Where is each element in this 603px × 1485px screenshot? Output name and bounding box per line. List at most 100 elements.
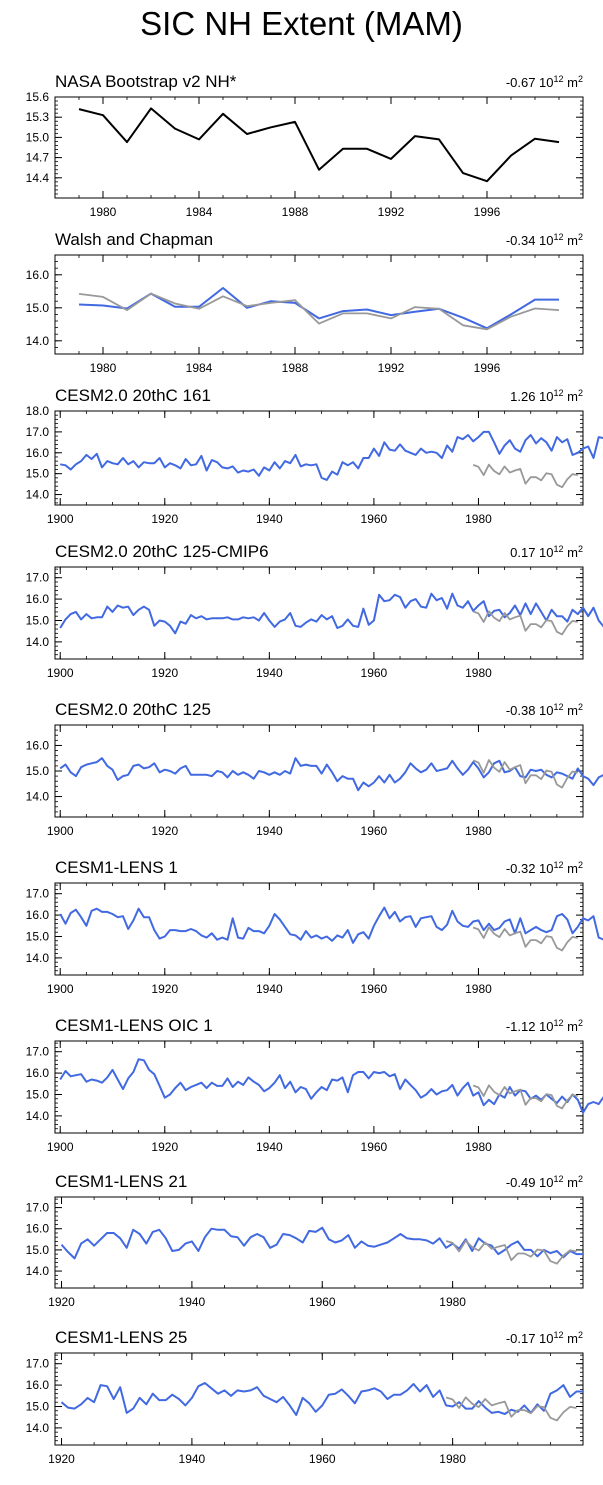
panel-2: Walsh and Chapman -0.34 1012 m2 14.0 15.0 16…	[26, 230, 584, 375]
plot-frame	[54, 1040, 584, 1134]
plot-frame	[54, 410, 584, 506]
trend-label: -0.38 1012 m2	[506, 702, 583, 718]
series-line	[472, 610, 578, 636]
x-tick-label: 1900	[47, 982, 74, 996]
panel-1: NASA Bootstrap v2 NH* -0.67 1012 m2 14.4 14…	[26, 72, 584, 219]
panel-title: Walsh and Chapman	[55, 230, 213, 249]
x-tick-label: 1960	[361, 824, 388, 838]
x-tick-label: 1940	[256, 1140, 283, 1154]
y-tick-label: 14.0	[26, 635, 50, 649]
y-tick-label: 15.0	[26, 1399, 50, 1413]
x-tick-label: 1960	[309, 1452, 336, 1466]
y-tick-label: 14.0	[26, 1109, 50, 1123]
x-tick-label: 1900	[47, 824, 74, 838]
plot-frame	[54, 1352, 584, 1446]
panel-9: CESM1-LENS 25 -0.17 1012 m2 14.0 15.0 16.0 17…	[26, 1328, 584, 1466]
series-line	[472, 1084, 578, 1110]
x-tick-label: 1920	[48, 1452, 75, 1466]
panel-title: CESM1-LENS 21	[55, 1172, 187, 1191]
x-tick-label: 1940	[179, 1452, 206, 1466]
x-tick-label: 1980	[439, 1452, 466, 1466]
series-line	[472, 759, 579, 789]
series-line	[60, 1382, 583, 1416]
y-tick-label: 16.0	[26, 1378, 50, 1392]
series-line	[78, 107, 560, 183]
panel-8: CESM1-LENS 21 -0.49 1012 m2 14.0 15.0 16.0 17…	[26, 1172, 584, 1309]
y-tick-label: 15.0	[26, 613, 50, 627]
x-tick-label: 1960	[361, 1140, 388, 1154]
y-tick-label: 17.0	[26, 1201, 50, 1215]
trend-label: -0.32 1012 m2	[506, 860, 583, 876]
panel-title: CESM2.0 20thC 161	[55, 386, 211, 405]
panel-4: CESM2.0 20thC 125-CMIP6 0.17 1012 m2 14.0 1…	[26, 542, 603, 680]
y-tick-label: 14.0	[26, 488, 50, 502]
series-line	[445, 1239, 577, 1265]
x-tick-label: 1980	[465, 512, 492, 526]
y-tick-label: 14.4	[26, 171, 50, 185]
y-tick-label: 15.0	[26, 1243, 50, 1257]
figure-title: SIC NH Extent (MAM)	[140, 5, 463, 42]
x-tick-label: 1980	[465, 982, 492, 996]
panel-6: CESM1-LENS 1 -0.32 1012 m2 14.0 15.0 16.0 17.…	[26, 858, 603, 996]
y-tick-label: 14.0	[26, 790, 50, 804]
series-line	[59, 906, 603, 944]
y-tick-label: 17.0	[26, 1045, 50, 1059]
x-tick-label: 1960	[309, 1295, 336, 1309]
y-tick-label: 14.7	[26, 151, 50, 165]
x-tick-label: 1960	[361, 666, 388, 680]
x-tick-label: 1988	[282, 361, 309, 375]
plot-frame	[54, 566, 584, 660]
y-tick-label: 15.0	[26, 130, 50, 144]
y-tick-label: 15.6	[26, 90, 50, 104]
y-tick-label: 16.0	[26, 1222, 50, 1236]
x-tick-label: 1940	[256, 512, 283, 526]
y-tick-label: 17.0	[26, 1357, 50, 1371]
x-tick-label: 1996	[474, 361, 501, 375]
series-line	[472, 926, 578, 952]
series-line	[445, 1396, 577, 1422]
x-tick-label: 1992	[378, 361, 405, 375]
x-tick-label: 1980	[465, 1140, 492, 1154]
x-tick-label: 1940	[256, 824, 283, 838]
x-tick-label: 1980	[465, 666, 492, 680]
trend-label: -0.49 1012 m2	[506, 1174, 583, 1190]
series-line	[472, 463, 578, 489]
y-tick-label: 18.0	[26, 404, 50, 418]
x-tick-label: 1960	[361, 982, 388, 996]
x-tick-label: 1920	[151, 982, 178, 996]
panel-3: CESM2.0 20thC 161 1.26 1012 m2 14.0 15.0 16.…	[26, 386, 603, 526]
y-tick-label: 15.0	[26, 764, 50, 778]
x-tick-label: 1920	[151, 824, 178, 838]
series-line	[78, 287, 559, 330]
y-tick-label: 14.0	[26, 1264, 50, 1278]
y-tick-label: 16.0	[26, 908, 50, 922]
x-tick-label: 1920	[151, 1140, 178, 1154]
y-tick-label: 14.0	[26, 334, 50, 348]
x-tick-label: 1920	[151, 666, 178, 680]
y-tick-label: 15.0	[26, 301, 50, 315]
plot-frame	[54, 96, 584, 199]
trend-label: 0.17 1012 m2	[510, 544, 583, 560]
y-tick-label: 14.0	[26, 951, 50, 965]
y-tick-label: 15.3	[26, 110, 50, 124]
panel-7: CESM1-LENS OIC 1 -1.12 1012 m2 14.0 15.0 16.…	[26, 1016, 603, 1154]
x-tick-label: 1992	[378, 205, 405, 219]
y-tick-label: 17.0	[26, 425, 50, 439]
series-line	[60, 1226, 583, 1260]
panel-title: CESM2.0 20thC 125	[55, 700, 211, 719]
series-line	[59, 757, 603, 792]
panel-title: NASA Bootstrap v2 NH*	[55, 72, 237, 91]
series-line	[59, 1058, 603, 1114]
y-tick-label: 14.0	[26, 1421, 50, 1435]
x-tick-label: 1984	[186, 205, 213, 219]
y-tick-label: 16.0	[26, 592, 50, 606]
y-tick-label: 16.0	[26, 446, 50, 460]
panel-5: CESM2.0 20thC 125 -0.38 1012 m2 14.0 15.0 16…	[26, 700, 603, 838]
trend-label: 1.26 1012 m2	[510, 388, 583, 404]
x-tick-label: 1980	[90, 205, 117, 219]
trend-label: -0.34 1012 m2	[506, 232, 583, 248]
series-line	[78, 292, 560, 331]
series-line	[60, 430, 603, 481]
y-tick-label: 17.0	[26, 571, 50, 585]
